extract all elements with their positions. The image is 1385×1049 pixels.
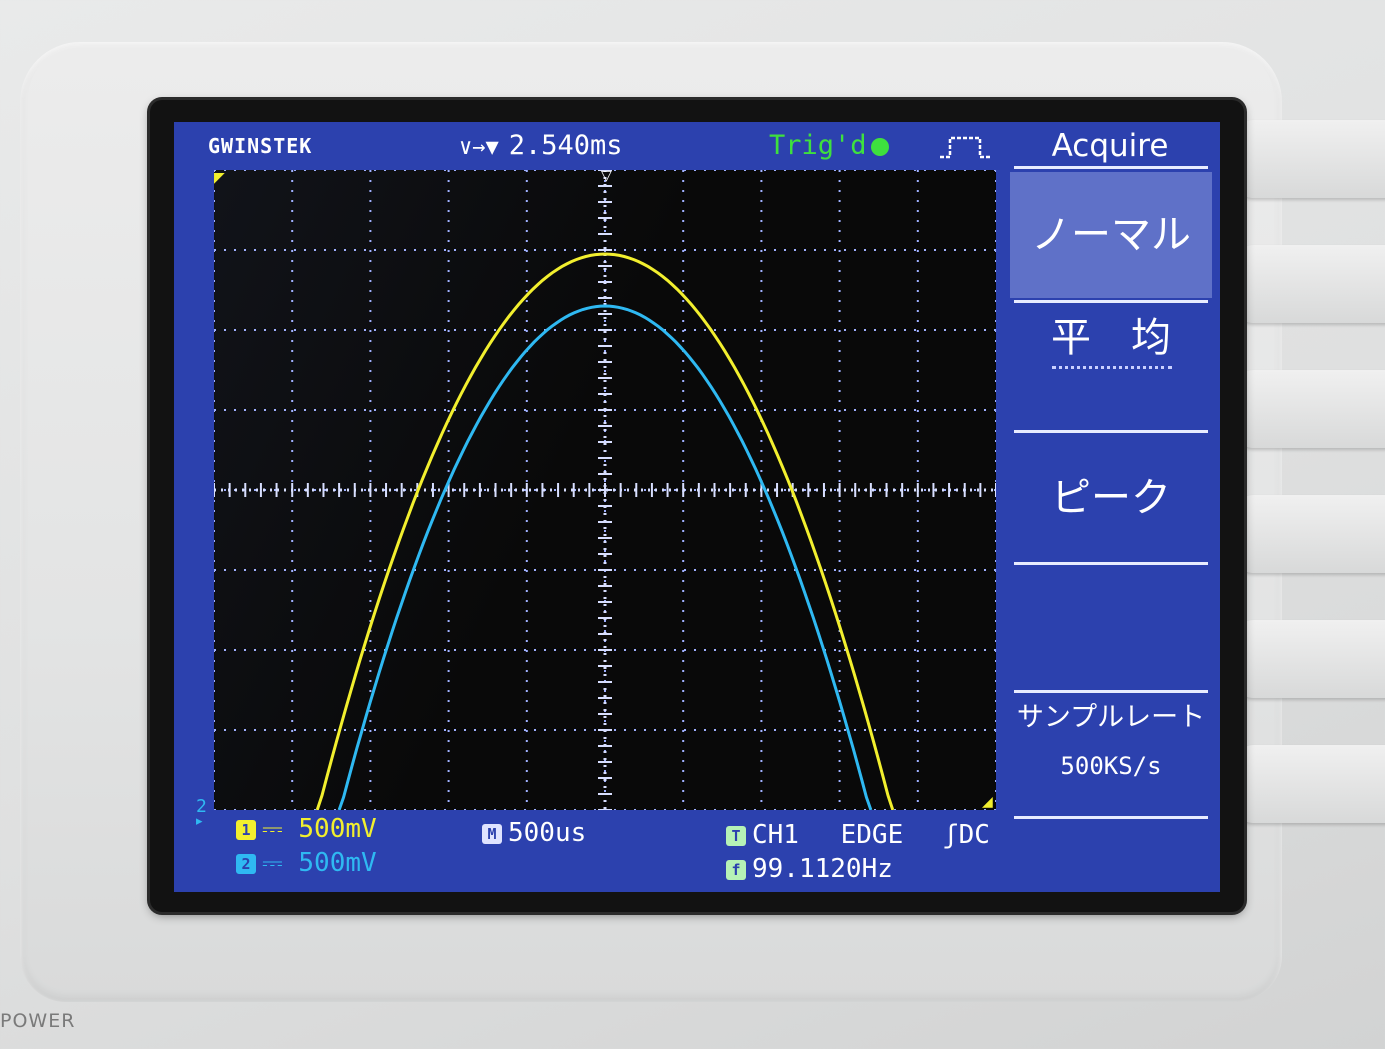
softkey-f5-button[interactable]: [1232, 620, 1385, 698]
menu-title: Acquire: [1051, 128, 1169, 164]
ch2-waveform: [337, 304, 873, 810]
trigger-readout: T CH1 EDGE ʃDC: [726, 820, 990, 850]
trigger-position-readout: ∨→▼ 2.540ms: [459, 130, 623, 161]
oscilloscope-display: GWINSTEK ∨→▼ 2.540ms Trig'd ◤ ◢ ▽ 2 ▸ 1 ⎓ …: [174, 122, 1220, 892]
trigger-source-value: CH1: [752, 820, 799, 850]
menu-option-label: ノーマル: [1031, 212, 1191, 258]
ch2-badge-icon: 2: [236, 854, 256, 874]
menu-option-normal[interactable]: ノーマル: [1010, 172, 1212, 298]
menu-divider: [1014, 430, 1208, 433]
waveform-plot: [214, 170, 996, 810]
ch1-coupling-icon: ⎓: [262, 814, 283, 844]
menu-option-average[interactable]: 平 均: [1010, 308, 1212, 368]
waveform-grid: ◤ ◢ ▽: [214, 168, 996, 810]
trigger-coupling-value: DC: [958, 820, 990, 850]
menu-divider: [1014, 690, 1208, 693]
frequency-readout: f 99.1120Hz: [726, 854, 893, 884]
ch1-scale-value: 500mV: [298, 814, 377, 844]
status-bar: GWINSTEK ∨→▼ 2.540ms Trig'd: [174, 122, 1014, 168]
menu-option-peak[interactable]: ピーク: [1010, 438, 1212, 558]
trigger-point-marker-icon: ▽: [601, 168, 612, 184]
ch2-scale-readout: 2 ⎓ 500mV: [236, 848, 377, 879]
pulse-edge-icon: [940, 136, 992, 159]
timebase-readout: M 500us: [482, 818, 586, 848]
sample-rate-label: サンプルレート: [1016, 702, 1206, 733]
trigger-type-value: EDGE: [840, 820, 904, 850]
menu-divider: [1014, 166, 1208, 169]
frequency-value: 99.1120Hz: [752, 854, 893, 884]
ch2-ground-marker: 2: [196, 796, 207, 817]
trigger-position-arrows-icon: ∨→▼: [459, 135, 499, 160]
trigger-position-value: 2.540ms: [508, 130, 623, 161]
menu-divider: [1014, 562, 1208, 565]
display-corner-marker-icon: ◤: [214, 170, 225, 186]
softkey-f6-button[interactable]: [1232, 745, 1385, 823]
ch2-coupling-icon: ⎓: [262, 848, 283, 878]
trigger-slope-icon: ʃ: [942, 820, 959, 850]
softkey-f1-button[interactable]: [1232, 120, 1385, 198]
ch2-scale-value: 500mV: [298, 848, 377, 878]
trigger-status-text: Trig'd: [769, 130, 867, 161]
ch2-ground-arrow-icon: ▸: [196, 814, 203, 829]
acquire-menu: Acquire ノーマル 平 均 ピーク サンプルレート 500KS/s: [1000, 122, 1220, 892]
menu-option-label: ピーク: [1051, 475, 1171, 521]
display-corner-marker-icon: ◢: [982, 794, 993, 810]
softkey-f3-button[interactable]: [1232, 370, 1385, 448]
menu-option-label: 平 均: [1051, 315, 1171, 361]
menu-divider: [1014, 816, 1208, 819]
ch1-badge-icon: 1: [236, 820, 256, 840]
frequency-badge-icon: f: [726, 860, 746, 880]
bottom-readouts: 1 ⎓ 500mV 2 ⎓ 500mV M 500us T CH1 EDGE ʃDC f…: [174, 810, 1014, 892]
softkey-f2-button[interactable]: [1232, 245, 1385, 323]
softkey-f4-button[interactable]: [1232, 495, 1385, 573]
sample-rate-value: 500KS/s: [1060, 752, 1162, 780]
trigger-led-icon: [870, 138, 889, 156]
ch1-scale-readout: 1 ⎓ 500mV: [236, 814, 377, 845]
menu-divider: [1014, 300, 1208, 303]
brand-logo: GWINSTEK: [208, 134, 313, 158]
power-label: POWER: [0, 1010, 76, 1032]
timebase-badge-icon: M: [482, 824, 502, 844]
trigger-status: Trig'd: [769, 130, 889, 161]
average-count-underline: [1052, 366, 1172, 369]
timebase-value: 500us: [508, 818, 587, 848]
ch1-waveform: [315, 252, 895, 810]
trigger-badge-icon: T: [726, 826, 746, 846]
